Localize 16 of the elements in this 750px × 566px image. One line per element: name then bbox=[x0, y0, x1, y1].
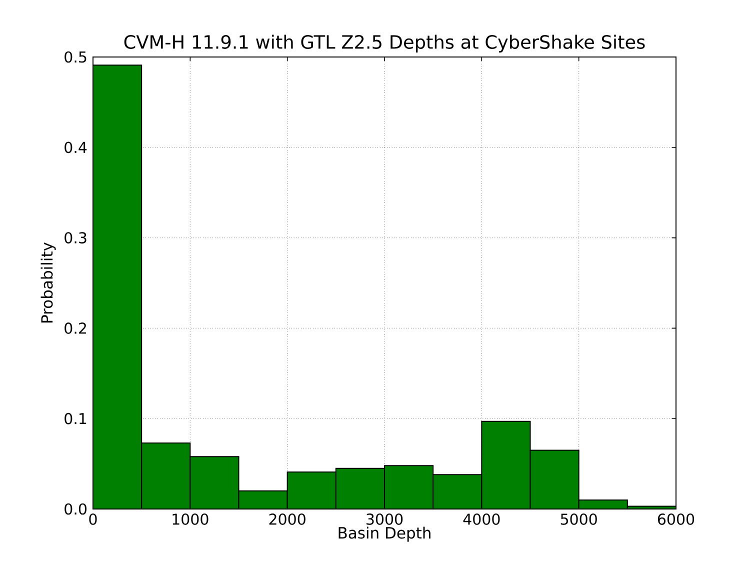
x-tick-label: 1000 bbox=[172, 514, 208, 525]
chart-title: CVM-H 11.9.1 with GTL Z2.5 Depths at CyberShake Sites bbox=[124, 34, 645, 53]
x-tick-label: 0 bbox=[89, 514, 97, 525]
x-tick-label: 4000 bbox=[463, 514, 500, 525]
x-tick-label: 5000 bbox=[560, 514, 597, 525]
y-tick-label: 0.4 bbox=[64, 142, 87, 154]
y-tick-label: 0.1 bbox=[64, 412, 86, 424]
x-tick-label: 3000 bbox=[366, 514, 403, 525]
x-tick-label: 6000 bbox=[658, 514, 694, 525]
y-tick-label: 0.5 bbox=[64, 51, 86, 63]
y-axis-title: Probability bbox=[40, 242, 56, 322]
y-tick-label: 0.3 bbox=[64, 232, 86, 244]
y-tick-label: 0.2 bbox=[64, 322, 86, 334]
x-axis-title: Basin Depth bbox=[338, 526, 430, 542]
x-tick-label: 2000 bbox=[269, 514, 306, 525]
y-tick-label: 0.0 bbox=[64, 503, 86, 515]
